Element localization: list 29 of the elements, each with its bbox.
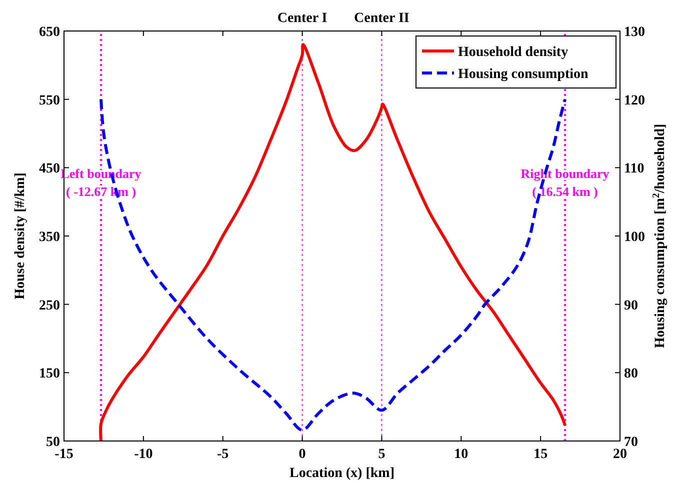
x-tick-label: 20 [613,447,627,462]
x-axis-title: Location (x) [km] [290,466,394,481]
ref-line-label: Center II [354,11,410,26]
y2-tick-label: 120 [624,93,645,108]
ref-line-label: Center I [277,11,328,26]
y2-tick-label: 80 [624,366,638,382]
y-tick-label: 450 [39,162,60,177]
y2-tick-label: 100 [624,230,645,245]
y2-tick-label: 90 [624,298,638,314]
y-tick-label: 350 [39,230,60,245]
x-tick-label: -15 [54,447,74,462]
x-tick-label: 0 [298,447,306,462]
y2-tick-label: 130 [624,25,645,40]
y-tick-label: 550 [39,93,60,108]
y2-tick-label: 110 [624,162,644,177]
x-tick-label: 5 [378,447,386,462]
y-tick-label: 150 [39,366,60,382]
y-axis-title: House density [#/km] [13,172,28,300]
legend-label: Household density [458,45,568,60]
y-tick-label: 50 [46,435,60,450]
y-tick-label: 250 [39,298,60,314]
ref-line-label: Right boundary ( 16.54 km ) [520,166,610,199]
legend-label: Housing consumption [458,67,589,82]
y-tick-label: 650 [39,25,60,40]
y2-tick-label: 70 [624,435,638,450]
x-tick-label: -10 [134,447,153,462]
x-tick-label: -5 [217,447,229,462]
x-tick-label: 15 [534,447,548,462]
x-tick-label: 10 [454,447,468,462]
